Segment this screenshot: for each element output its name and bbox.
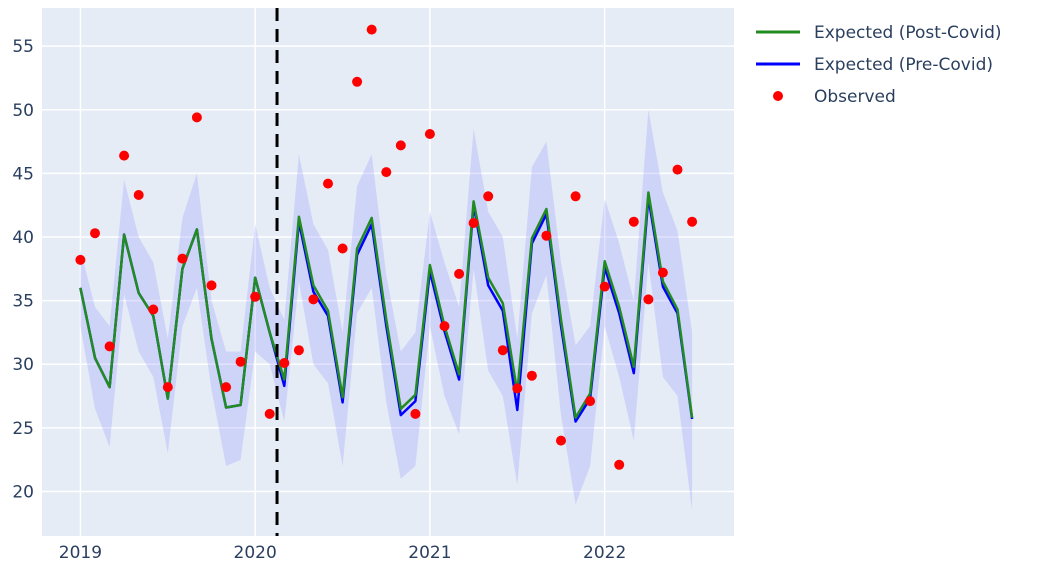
observed-point[interactable] [512, 383, 523, 394]
observed-point[interactable] [556, 435, 566, 446]
observed-point[interactable] [119, 150, 130, 161]
observed-point[interactable] [90, 228, 100, 239]
observed-points [75, 24, 698, 470]
observed-point[interactable] [643, 294, 654, 305]
observed-point[interactable] [672, 164, 683, 175]
observed-point[interactable] [439, 321, 450, 332]
observed-point[interactable] [628, 216, 639, 227]
observed-point[interactable] [614, 459, 625, 470]
series-line-expected-post-covid [79, 191, 694, 419]
observed-point[interactable] [395, 140, 406, 151]
y-tick-label: 35 [12, 292, 34, 312]
x-tick-label: 2019 [59, 543, 102, 563]
observed-point[interactable] [104, 341, 115, 352]
observed-point[interactable] [541, 230, 552, 241]
y-tick-label: 45 [12, 164, 34, 184]
observed-point[interactable] [352, 76, 363, 87]
observed-point[interactable] [424, 129, 435, 139]
observed-point[interactable] [366, 24, 377, 35]
observed-point[interactable] [191, 112, 202, 123]
observed-point[interactable] [570, 191, 581, 202]
x-tick-label: 2020 [234, 543, 277, 563]
observed-point[interactable] [468, 218, 479, 228]
observed-point[interactable] [483, 191, 494, 202]
legend-item-expected-post-covid[interactable]: Expected (Post-Covid) [756, 23, 1002, 43]
observed-point[interactable] [323, 178, 333, 189]
y-tick-label: 40 [12, 228, 34, 248]
observed-point[interactable] [206, 280, 217, 291]
observed-point[interactable] [75, 254, 86, 265]
legend-label: Expected (Post-Covid) [814, 23, 1002, 43]
legend-swatch-marker [773, 91, 783, 101]
x-tick-label: 2021 [408, 543, 451, 563]
observed-point[interactable] [337, 243, 348, 254]
observed-point[interactable] [293, 345, 304, 356]
observed-point[interactable] [308, 294, 319, 305]
observed-point[interactable] [133, 190, 144, 200]
legend-item-observed[interactable]: Observed [773, 87, 896, 107]
legend[interactable]: Expected (Post-Covid) Expected (Pre-Covid… [756, 23, 1002, 107]
axis-labels: 20 25 30 35 40 45 50 55 2019 2020 2021 2022 [12, 37, 626, 563]
y-tick-label: 25 [12, 419, 34, 439]
observed-point[interactable] [279, 358, 290, 368]
y-tick-label: 20 [12, 482, 34, 502]
legend-item-expected-pre-covid[interactable]: Expected (Pre-Covid) [756, 55, 993, 75]
observed-point[interactable] [410, 408, 421, 419]
observed-point[interactable] [177, 253, 188, 264]
observed-point[interactable] [657, 267, 668, 278]
observed-point[interactable] [264, 408, 275, 419]
confidence-band [80, 109, 693, 511]
observed-point[interactable] [599, 281, 610, 292]
y-tick-label: 55 [12, 37, 34, 57]
legend-label: Observed [814, 87, 896, 107]
observed-point[interactable] [221, 382, 232, 393]
observed-point[interactable] [250, 291, 261, 302]
observed-point[interactable] [235, 356, 246, 367]
prediction-interval-band [80, 109, 693, 511]
observed-point[interactable] [381, 167, 392, 178]
observed-point[interactable] [526, 370, 537, 381]
observed-point[interactable] [148, 304, 159, 315]
observed-point[interactable] [454, 268, 465, 279]
x-tick-label: 2022 [583, 543, 626, 563]
legend-label: Expected (Pre-Covid) [814, 55, 993, 75]
y-tick-label: 30 [12, 355, 34, 375]
plot-background [42, 8, 734, 536]
observed-point[interactable] [687, 216, 698, 227]
y-tick-label: 50 [12, 101, 34, 121]
observed-point[interactable] [497, 345, 508, 356]
observed-point[interactable] [162, 382, 173, 393]
observed-point[interactable] [585, 396, 596, 407]
